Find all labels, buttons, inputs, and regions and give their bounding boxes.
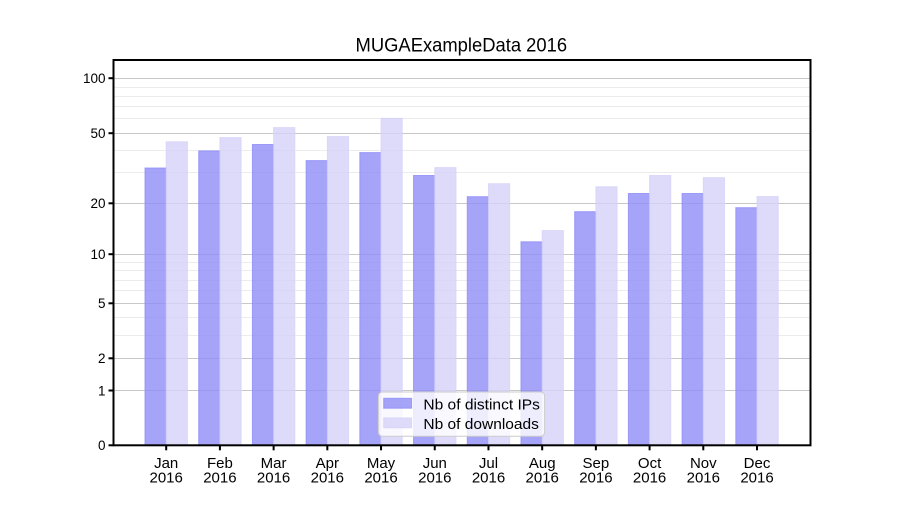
- svg-text:Jul: Jul: [479, 455, 498, 472]
- svg-text:50: 50: [90, 126, 105, 141]
- svg-text:Mar: Mar: [261, 455, 287, 472]
- svg-text:Aug: Aug: [529, 455, 556, 472]
- svg-text:2016: 2016: [740, 469, 773, 486]
- svg-text:2016: 2016: [150, 469, 183, 486]
- svg-text:100: 100: [83, 71, 106, 86]
- svg-text:2016: 2016: [579, 469, 612, 486]
- svg-text:May: May: [367, 455, 396, 472]
- svg-text:MUGAExampleData 2016: MUGAExampleData 2016: [356, 35, 568, 56]
- svg-text:2016: 2016: [687, 469, 720, 486]
- svg-text:Jan: Jan: [154, 455, 178, 472]
- svg-text:Jun: Jun: [423, 455, 447, 472]
- svg-text:Nb of distinct IPs: Nb of distinct IPs: [423, 396, 540, 413]
- svg-text:2016: 2016: [311, 469, 344, 486]
- svg-text:Sep: Sep: [583, 455, 610, 472]
- svg-text:Feb: Feb: [207, 455, 233, 472]
- svg-text:2: 2: [98, 351, 106, 366]
- svg-text:Apr: Apr: [316, 455, 339, 472]
- svg-text:5: 5: [98, 296, 106, 311]
- svg-text:2016: 2016: [418, 469, 451, 486]
- svg-text:Nb of downloads: Nb of downloads: [423, 416, 539, 433]
- svg-text:1: 1: [98, 383, 106, 398]
- svg-text:Nov: Nov: [690, 455, 717, 472]
- svg-text:2016: 2016: [203, 469, 236, 486]
- svg-text:Dec: Dec: [744, 455, 771, 472]
- svg-text:20: 20: [90, 196, 105, 211]
- svg-text:2016: 2016: [633, 469, 666, 486]
- svg-text:0: 0: [98, 438, 106, 453]
- svg-text:Oct: Oct: [638, 455, 662, 472]
- svg-text:2016: 2016: [472, 469, 505, 486]
- svg-text:2016: 2016: [526, 469, 559, 486]
- svg-text:10: 10: [90, 247, 105, 262]
- svg-text:2016: 2016: [364, 469, 397, 486]
- svg-text:2016: 2016: [257, 469, 290, 486]
